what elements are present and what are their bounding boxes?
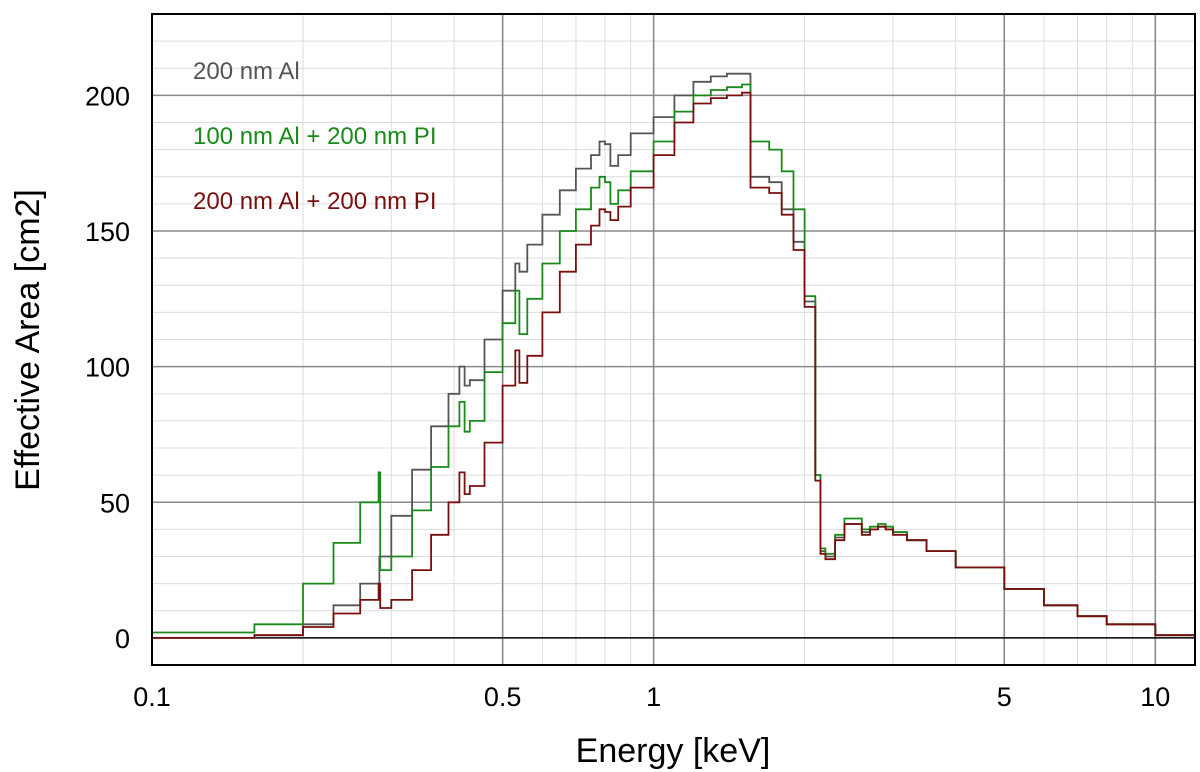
series-line-2 bbox=[152, 83, 1196, 638]
x-tick-label: 5 bbox=[997, 682, 1012, 712]
y-tick-label: 50 bbox=[100, 488, 130, 518]
x-axis-title: Energy [keV] bbox=[576, 732, 771, 770]
y-tick-label: 100 bbox=[85, 353, 130, 383]
series-line-1 bbox=[152, 72, 1196, 639]
y-tick-label: 150 bbox=[85, 217, 130, 247]
legend: 200 nm Al 100 nm Al + 200 nm PI 200 nm Al … bbox=[193, 58, 436, 215]
x-tick-label: 0.5 bbox=[484, 682, 522, 712]
y-tick-label: 0 bbox=[115, 624, 130, 654]
x-tick-labels: 0.1 0.5 1 5 10 bbox=[133, 682, 1170, 712]
series-layer bbox=[152, 72, 1196, 639]
legend-entry-3: 200 nm Al + 200 nm PI bbox=[193, 188, 436, 215]
x-tick-label: 10 bbox=[1140, 682, 1170, 712]
y-tick-label: 200 bbox=[85, 81, 130, 111]
y-tick-labels: 0 50 100 150 200 bbox=[85, 81, 130, 654]
legend-entry-1: 200 nm Al bbox=[193, 58, 300, 85]
legend-entry-2: 100 nm Al + 200 nm PI bbox=[193, 123, 436, 150]
plot-frame bbox=[151, 13, 1196, 666]
x-tick-label: 1 bbox=[646, 682, 661, 712]
x-tick-label: 0.1 bbox=[133, 682, 171, 712]
series-line-3 bbox=[152, 91, 1196, 639]
y-axis-title: Effective Area [cm2] bbox=[9, 189, 47, 491]
